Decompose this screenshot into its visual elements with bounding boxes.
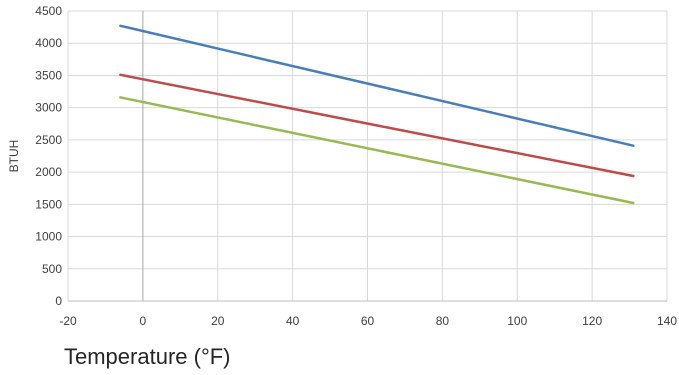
x-tick-label: 40 [286,314,300,328]
x-tick-label: 140 [657,314,677,328]
y-tick-label: 4000 [35,36,62,50]
y-tick-label: 2500 [35,133,62,147]
x-tick-label: 60 [361,314,375,328]
y-tick-label: 2000 [35,165,62,179]
series-line-3 [119,96,635,205]
x-axis-label: Temperature (°F) [64,344,231,369]
y-axis-label: BTUH [7,140,21,173]
y-tick-label: 3500 [35,68,62,82]
y-tick-label: 0 [55,294,62,308]
x-tick-label: 80 [436,314,450,328]
y-tick-label: 500 [42,262,62,276]
grid [67,10,668,302]
x-tick-label: 20 [211,314,225,328]
series-group [119,24,635,205]
y-tick-label: 1000 [35,230,62,244]
series-line-1 [119,24,635,147]
x-tick-label: 0 [140,314,147,328]
y-tick-label: 4500 [35,4,62,18]
x-tick-label: 100 [507,314,527,328]
series-line-2 [119,73,635,178]
y-tick-label: 1500 [35,197,62,211]
tick-labels: 0 500 1000 1500 2000 2500 3000 3500 4000 4500 -20 0… [35,4,677,328]
x-tick-label: 120 [582,314,602,328]
y-tick-label: 3000 [35,101,62,115]
x-tick-label: -20 [59,314,77,328]
